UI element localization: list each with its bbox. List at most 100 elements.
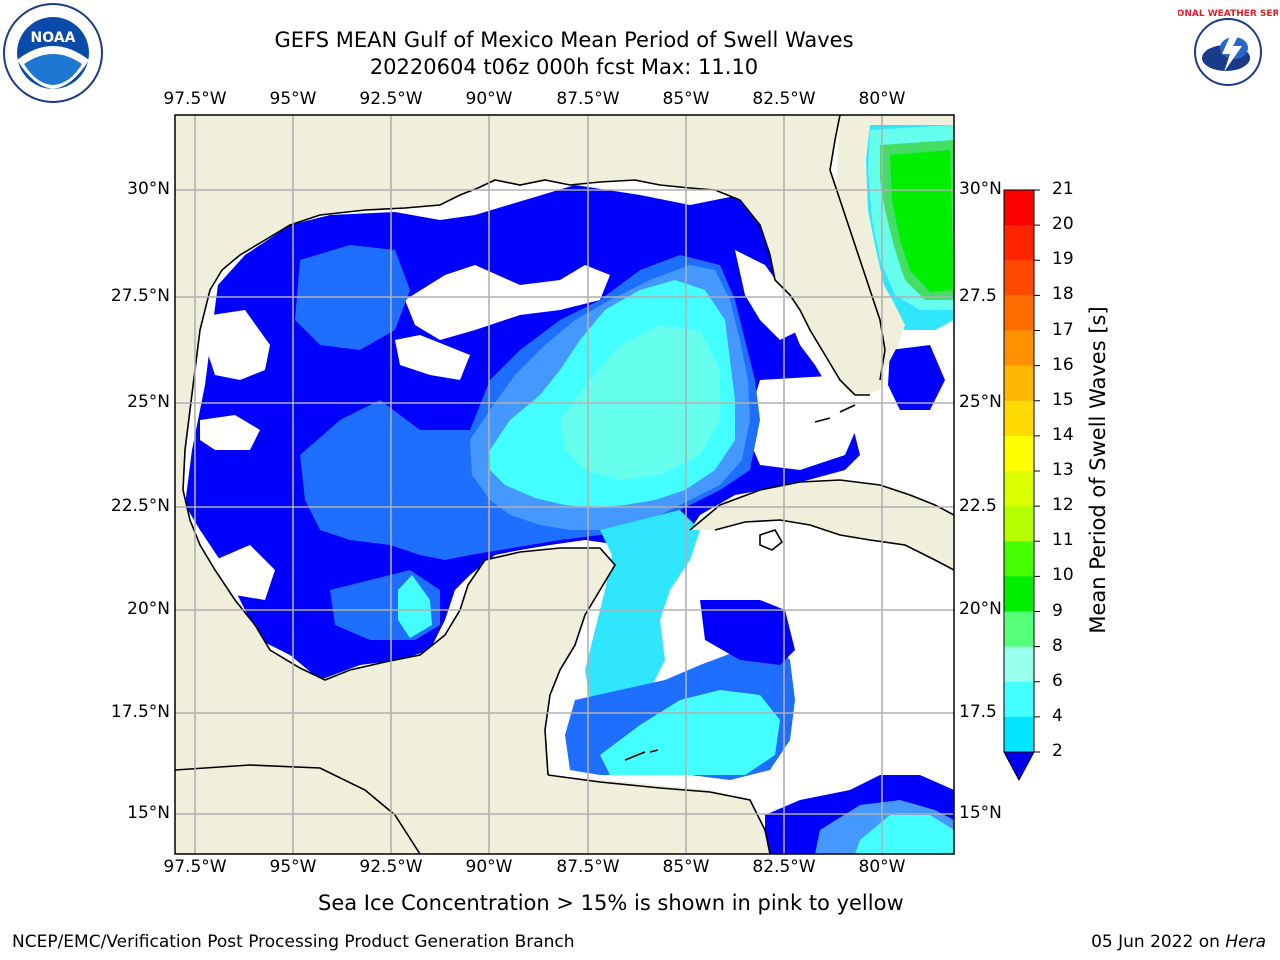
colorbar-segment — [1004, 506, 1034, 542]
lon-tick-label-bottom: 92.5°W — [359, 857, 423, 877]
lon-tick-label-top: 95°W — [269, 89, 317, 109]
graticule — [175, 115, 954, 854]
colorbar-tick-label: 2 — [1052, 741, 1063, 761]
lat-tick-label-left: 27.5°N — [110, 286, 170, 306]
lat-tick-label-right: 25°N — [959, 392, 1002, 412]
lon-tick-label-top: 82.5°W — [752, 89, 816, 109]
colorbar-tick-label: 9 — [1052, 600, 1063, 621]
swell-region-atlantic-10-11s — [890, 150, 954, 292]
lon-tick-label-top: 97.5°W — [163, 89, 227, 109]
colorbar-segment — [1004, 365, 1034, 402]
coastline-bay-islands — [624, 749, 659, 761]
swell-gap-northwest — [205, 310, 270, 380]
swell-gap-central-north — [395, 335, 470, 380]
swell-gap-southwest — [215, 545, 275, 600]
colorbar-segment — [1004, 576, 1034, 612]
colorbar-segment — [1004, 541, 1034, 577]
coastline-cuba — [689, 479, 954, 531]
coastline-gulf — [477, 179, 870, 396]
lon-tick-label-top: 92.5°W — [359, 89, 423, 109]
lon-tick-label-bottom: 80°W — [858, 857, 906, 877]
lon-tick-label-bottom: 97.5°W — [163, 857, 227, 877]
lat-tick-label-right: 17.5 — [959, 702, 997, 722]
lat-tick-label-left: 25°N — [127, 392, 170, 412]
land-masses — [175, 115, 954, 854]
swell-gap-north — [405, 265, 610, 340]
colorbar — [1003, 189, 1040, 782]
colorbar-tick-label: 14 — [1052, 424, 1074, 445]
lat-tick-label-right: 30°N — [959, 179, 1002, 199]
land-cuba — [690, 480, 954, 570]
lat-tick-label-left: 15°N — [127, 803, 170, 823]
coastline-isla-juventud — [759, 529, 784, 551]
coastline-keys — [814, 404, 856, 423]
lon-tick-label-top: 80°W — [858, 89, 906, 109]
lat-tick-label-right: 15°N — [959, 803, 1002, 823]
colorbar-tick-label: 20 — [1052, 214, 1074, 235]
colorbar-tick-label: 17 — [1052, 319, 1074, 340]
noaa-logo-text: NOAA — [31, 30, 76, 46]
swell-period-fills — [175, 115, 954, 854]
map-title-line2: 20220604 t06z 000h fcst Max: 11.10 — [369, 55, 759, 79]
lon-tick-label-bottom: 87.5°W — [556, 857, 620, 877]
coastline-texas-mexico — [182, 187, 616, 776]
colorbar-segment — [1004, 400, 1034, 437]
colorbar-tick-label: 4 — [1052, 705, 1063, 726]
colorbar-segment — [1004, 225, 1034, 261]
lat-tick-label-right: 27.5 — [959, 286, 997, 306]
lon-tick-label-top: 90°W — [465, 89, 513, 109]
colorbar-tick-label: 15 — [1052, 389, 1074, 410]
footer-date: 05 Jun 2022 on — [1091, 932, 1226, 952]
colorbar-segment — [1004, 260, 1034, 296]
colorbar-tick-label: 6 — [1052, 670, 1063, 691]
colorbar-segment — [1004, 190, 1034, 226]
colorbar-segment — [1004, 681, 1034, 718]
lon-tick-label-top: 85°W — [662, 89, 710, 109]
lon-tick-label-bottom: 95°W — [269, 857, 317, 877]
sea-ice-note: Sea Ice Concentration > 15% is shown in … — [318, 891, 904, 915]
map-area — [175, 115, 954, 854]
nws-logo-text: NATIONAL WEATHER SERVICE — [1178, 9, 1278, 19]
footer-left: NCEP/EMC/Verification Post Processing Pr… — [12, 932, 575, 952]
lat-tick-label-right: 22.5 — [959, 496, 997, 516]
map-frame — [174, 114, 955, 855]
swell-region-caribbean-southeast-core — [855, 815, 954, 854]
noaa-logo: NOAA — [2, 2, 104, 104]
swell-region-caribbean-6-8s — [600, 690, 780, 775]
lon-tick-label-top: 87.5°W — [556, 89, 620, 109]
coastline-cuba-south — [714, 519, 954, 571]
colorbar-label: Mean Period of Swell Waves [s] — [1086, 306, 1110, 634]
colorbar-tick-label: 11 — [1052, 530, 1074, 551]
colorbar-tick-label: 10 — [1052, 565, 1074, 586]
colorbar-tick-label: 13 — [1052, 460, 1074, 480]
colorbar-tick-label: 19 — [1052, 249, 1074, 270]
coastline-pacific — [175, 764, 421, 854]
lon-tick-label-bottom: 82.5°W — [752, 857, 816, 877]
map-title-line1: GEFS MEAN Gulf of Mexico Mean Period of … — [274, 28, 854, 52]
lon-tick-label-bottom: 90°W — [465, 857, 513, 877]
colorbar-extend-triangle — [1003, 751, 1035, 782]
colorbar-segment — [1004, 716, 1034, 753]
land-us-mexico-north — [175, 115, 885, 854]
footer-host: Hera — [1225, 932, 1266, 952]
swell-gap-florida-west — [745, 375, 860, 470]
lat-tick-label-left: 20°N — [127, 599, 170, 619]
coastline-central-america — [547, 774, 771, 854]
land-florida — [828, 115, 954, 395]
nws-logo: NATIONAL WEATHER SERVICE — [1153, 2, 1280, 102]
colorbar-tick-label: 8 — [1052, 635, 1063, 656]
colorbar-tick-label: 16 — [1052, 354, 1074, 375]
colorbar-segment — [1004, 611, 1034, 648]
colorbar-tick-label: 21 — [1052, 179, 1074, 199]
lat-tick-label-left: 17.5°N — [110, 702, 170, 722]
swell-region-caribbean-east — [700, 600, 795, 665]
colorbar-segment — [1004, 330, 1034, 367]
lon-tick-label-bottom: 85°W — [662, 857, 710, 877]
swell-region-bahamas — [888, 345, 945, 410]
coastlines — [175, 115, 954, 854]
footer-right: 05 Jun 2022 on Hera — [1091, 932, 1266, 952]
colorbar-segment — [1004, 295, 1034, 331]
colorbar-segment — [1004, 435, 1034, 472]
swell-region-bay-campeche-patch — [398, 575, 432, 638]
